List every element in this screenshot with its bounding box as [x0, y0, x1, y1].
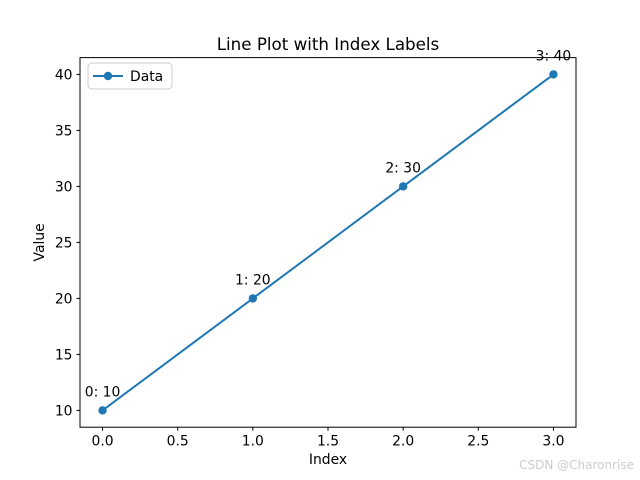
y-axis-ticks: 10 15 20 25 30 35 40 — [55, 67, 80, 419]
y-tick-label: 40 — [55, 67, 73, 83]
legend-marker-sample — [103, 71, 113, 81]
y-tick-label: 20 — [55, 291, 73, 307]
x-tick-label: 1.0 — [242, 434, 264, 450]
y-tick-label: 35 — [55, 123, 73, 139]
y-tick-label: 30 — [55, 179, 73, 195]
point-label: 1: 20 — [235, 272, 271, 288]
data-point-marker — [398, 182, 408, 191]
chart-title: Line Plot with Index Labels — [217, 34, 440, 54]
x-tick-label: 2.0 — [392, 434, 414, 450]
legend: Data — [87, 62, 173, 90]
x-tick-label: 2.5 — [467, 434, 489, 450]
data-point-marker — [98, 406, 107, 415]
y-tick-label: 15 — [55, 347, 73, 363]
x-axis-label: Index — [309, 452, 347, 468]
data-point-marker — [248, 294, 258, 303]
axes-frame — [79, 57, 577, 428]
legend-box — [87, 62, 173, 90]
point-annotations: 0: 10 1: 20 2: 30 3: 40 — [85, 48, 572, 400]
data-line — [101, 73, 555, 412]
legend-label: Data — [130, 69, 163, 85]
watermark: CSDN @Charonrise — [519, 458, 634, 472]
y-tick-label: 10 — [55, 403, 73, 419]
y-axis-label: Value — [32, 223, 48, 261]
point-label: 3: 40 — [536, 48, 572, 64]
x-axis-ticks: 0.0 0.5 1.0 1.5 2.0 2.5 3.0 — [91, 427, 565, 450]
point-label: 0: 10 — [85, 384, 121, 400]
point-label: 2: 30 — [385, 160, 421, 176]
y-tick-label: 25 — [55, 235, 73, 251]
x-tick-label: 3.0 — [542, 434, 564, 450]
data-point-marker — [549, 70, 558, 79]
x-tick-label: 1.5 — [317, 434, 339, 450]
data-series — [98, 70, 558, 415]
x-tick-label: 0.5 — [167, 434, 189, 450]
x-tick-label: 0.0 — [91, 434, 113, 450]
